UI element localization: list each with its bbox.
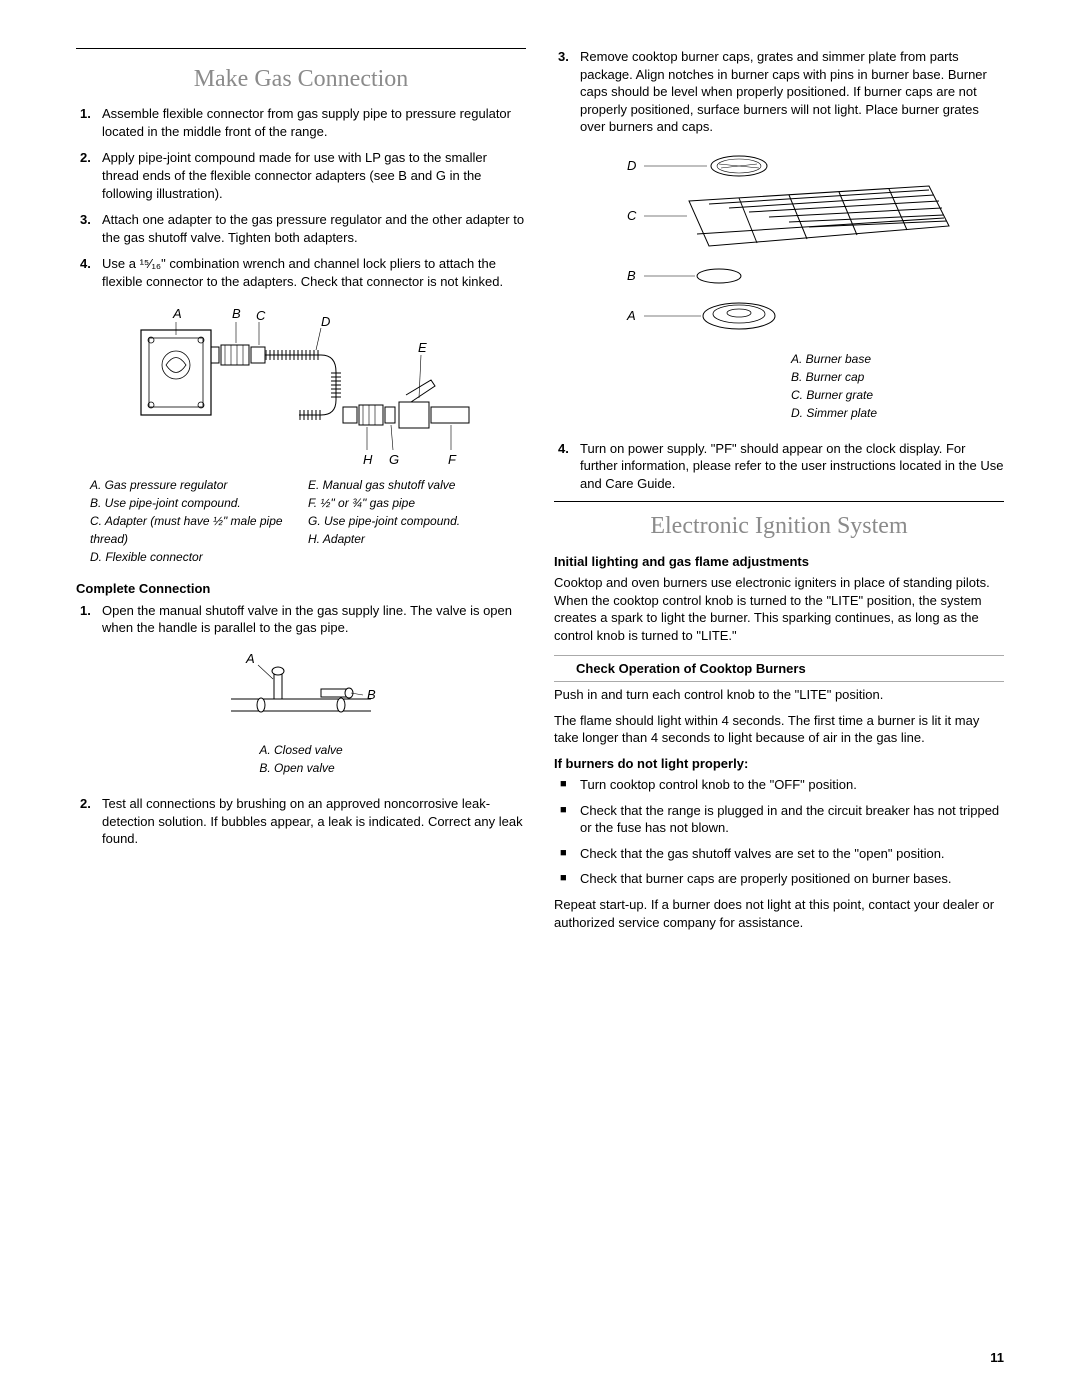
figure-burner-parts: D C B A A. Burner base B. Burner cap C. … (554, 146, 1004, 434)
legend-item: B. Use pipe-joint compound. (90, 494, 294, 512)
right-steps-3: Remove cooktop burner caps, grates and s… (554, 48, 1004, 136)
svg-text:D: D (321, 314, 330, 329)
paragraph: Repeat start-up. If a burner does not li… (554, 896, 1004, 931)
svg-text:D: D (627, 158, 636, 173)
legend-item: F. ½" or ¾" gas pipe (308, 494, 512, 512)
legend-item: H. Adapter (308, 530, 512, 548)
svg-text:E: E (418, 340, 427, 355)
list-item: Turn on power supply. "PF" should appear… (554, 440, 1004, 493)
legend-item: D. Simmer plate (791, 404, 877, 422)
list-item: Check that the gas shutoff valves are se… (554, 845, 1004, 863)
svg-text:F: F (448, 452, 457, 467)
svg-text:B: B (627, 268, 636, 283)
legend-item: E. Manual gas shutoff valve (308, 476, 512, 494)
list-item: Check that the range is plugged in and t… (554, 802, 1004, 837)
legend-item: B. Open valve (259, 759, 342, 777)
right-steps-4: Turn on power supply. "PF" should appear… (554, 440, 1004, 493)
section-title-ignition: Electronic Ignition System (554, 510, 1004, 542)
figure1-legend: A. Gas pressure regulator B. Use pipe-jo… (76, 476, 526, 566)
divider (554, 501, 1004, 502)
svg-text:B: B (232, 306, 241, 321)
fig-label: A (172, 306, 182, 321)
figure2-legend: A. Closed valve B. Open valve (259, 741, 342, 777)
paragraph: Push in and turn each control knob to th… (554, 686, 1004, 704)
paragraph: Cooktop and oven burners use electronic … (554, 574, 1004, 644)
left-column: Make Gas Connection Assemble flexible co… (76, 48, 526, 939)
svg-text:C: C (256, 308, 266, 323)
legend-item: A. Closed valve (259, 741, 342, 759)
legend-item: A. Burner base (791, 350, 877, 368)
troubleshoot-list: Turn cooktop control knob to the "OFF" p… (554, 776, 1004, 888)
list-item: Remove cooktop burner caps, grates and s… (554, 48, 1004, 136)
subhead-complete-connection: Complete Connection (76, 580, 526, 598)
gas-steps-list: Assemble flexible connector from gas sup… (76, 105, 526, 290)
svg-text:A: A (245, 651, 255, 666)
legend-item: A. Gas pressure regulator (90, 476, 294, 494)
page-number: 11 (990, 1349, 1004, 1367)
svg-text:A: A (626, 308, 636, 323)
legend-item: B. Burner cap (791, 368, 877, 386)
complete-connection-steps-2: Test all connections by brushing on an a… (76, 795, 526, 848)
figure-gas-connection: A B C D E H G F (76, 300, 526, 470)
page-columns: Make Gas Connection Assemble flexible co… (76, 48, 1004, 939)
complete-connection-steps: Open the manual shutoff valve in the gas… (76, 602, 526, 637)
right-column: Remove cooktop burner caps, grates and s… (554, 48, 1004, 939)
section-title-gas: Make Gas Connection (76, 63, 526, 95)
list-item: Open the manual shutoff valve in the gas… (76, 602, 526, 637)
svg-text:G: G (389, 452, 399, 467)
subhead-if-burners: If burners do not light properly: (554, 755, 1004, 773)
list-item: Apply pipe-joint compound made for use w… (76, 149, 526, 202)
list-item: Attach one adapter to the gas pressure r… (76, 211, 526, 246)
list-item: Test all connections by brushing on an a… (76, 795, 526, 848)
legend-item: G. Use pipe-joint compound. (308, 512, 512, 530)
list-item: Turn cooktop control knob to the "OFF" p… (554, 776, 1004, 794)
svg-text:H: H (363, 452, 373, 467)
list-item: Assemble flexible connector from gas sup… (76, 105, 526, 140)
paragraph: The flame should light within 4 seconds.… (554, 712, 1004, 747)
legend-item: C. Burner grate (791, 386, 877, 404)
subhead-check-operation: Check Operation of Cooktop Burners (554, 655, 1004, 683)
legend-item: D. Flexible connector (90, 548, 294, 566)
svg-text:C: C (627, 208, 637, 223)
figure3-legend: A. Burner base B. Burner cap C. Burner g… (791, 350, 877, 422)
figure-valve: A B A. Closed valve B. Open valve (76, 647, 526, 789)
subhead-initial-lighting: Initial lighting and gas flame adjustmen… (554, 553, 1004, 571)
svg-text:B: B (367, 687, 376, 702)
list-item: Use a ¹⁵⁄₁₆" combination wrench and chan… (76, 255, 526, 290)
list-item: Check that burner caps are properly posi… (554, 870, 1004, 888)
legend-item: C. Adapter (must have ½" male pipe threa… (90, 512, 294, 548)
